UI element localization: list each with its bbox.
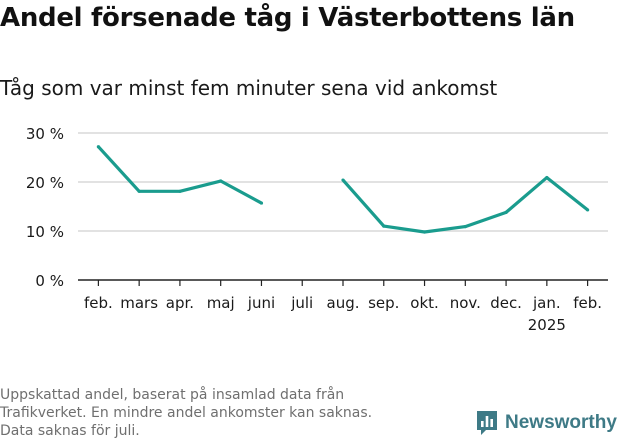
x-tick-label: feb.: [84, 294, 113, 312]
chart-title: Andel försenade tåg i Västerbottens län: [0, 3, 575, 33]
footnote: Uppskattad andel, baserat på insamlad da…: [0, 386, 430, 440]
data-point: [137, 189, 141, 193]
x-tick-sublabel: 2025: [528, 316, 566, 334]
x-tick-label: juli: [290, 294, 313, 312]
x-tick-label: jan.: [532, 294, 561, 312]
x-tick-label: apr.: [166, 294, 194, 312]
y-axis-ticks: 0 % 10 % 20 % 30 %: [26, 125, 64, 290]
footnote-line: Uppskattad andel, baserat på insamlad da…: [0, 387, 345, 403]
data-point: [422, 230, 427, 234]
data-point: [504, 210, 508, 214]
data-series: [96, 145, 590, 234]
x-tick-label: okt.: [410, 294, 439, 312]
data-point: [463, 224, 467, 229]
x-tick-label: mars: [120, 294, 158, 312]
brand-logo: Newsworthy: [475, 408, 617, 438]
x-tick-label: aug.: [327, 294, 360, 312]
y-tick-label: 30 %: [26, 125, 64, 143]
x-tick-label: feb.: [573, 294, 602, 312]
data-point: [545, 175, 549, 180]
chart-subtitle: Tåg som var minst fem minuter sena vid a…: [0, 76, 498, 100]
brand-name: Newsworthy: [505, 412, 617, 433]
footnote-line: Data saknas för juli.: [0, 423, 140, 439]
series-line: [97, 145, 263, 205]
data-point: [382, 224, 386, 228]
x-tick-label: sep.: [368, 294, 399, 312]
x-tick-label: nov.: [450, 294, 481, 312]
x-tick-label: juni: [247, 294, 275, 312]
data-point: [178, 189, 182, 193]
y-tick-label: 20 %: [26, 174, 64, 192]
line-chart: 0 % 10 % 20 % 30 % feb. mars apr. maj juni juli a…: [26, 125, 608, 334]
data-point: [96, 145, 100, 149]
data-point: [259, 201, 264, 205]
bar-chart-logo-icon: [477, 411, 497, 435]
data-point: [341, 178, 345, 182]
footnote-line: Trafikverket. En mindre andel ankomster …: [0, 405, 373, 421]
y-tick-label: 10 %: [26, 223, 64, 241]
x-tick-label: maj: [207, 294, 235, 312]
x-axis-ticks: feb. mars apr. maj juni juli aug. sep. okt. nov. d…: [78, 279, 608, 334]
data-point: [219, 179, 223, 183]
y-tick-label: 0 %: [35, 272, 64, 290]
series-line: [341, 175, 589, 234]
x-tick-label: dec.: [490, 294, 522, 312]
data-point: [586, 208, 590, 212]
